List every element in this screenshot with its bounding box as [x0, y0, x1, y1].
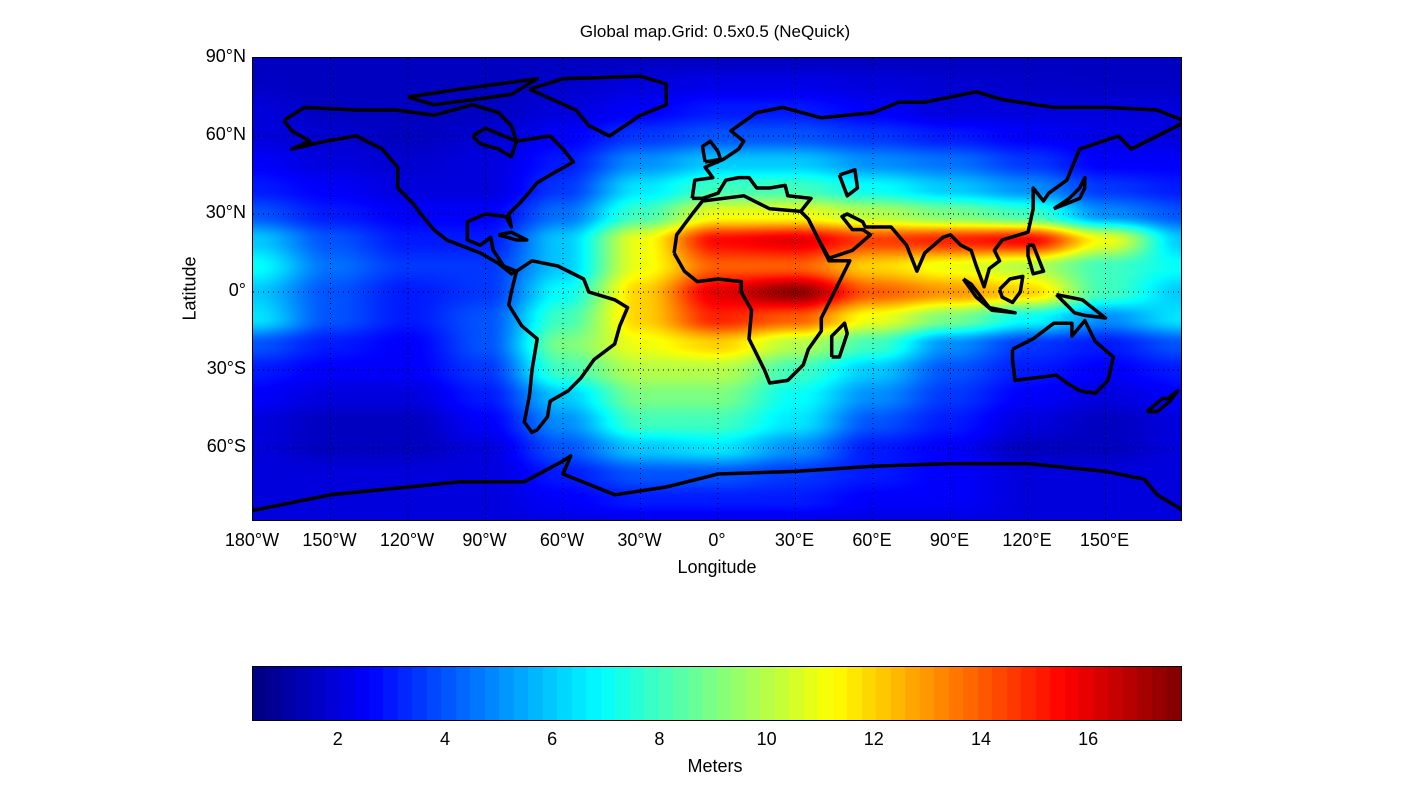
coastline-antarctica: [253, 454, 1181, 513]
colorbar-tick-label: 10: [756, 729, 777, 749]
y-tick-label: 60°N: [205, 124, 246, 144]
colorbar-tick-label: 14: [970, 729, 991, 749]
x-tick-label: 120°E: [1002, 530, 1052, 550]
x-tick-label: 60°W: [539, 530, 585, 550]
coastline-cuba: [497, 230, 529, 242]
x-tick-label: 90°E: [929, 530, 970, 550]
y-axis-label: Latitude: [179, 256, 200, 321]
y-tick-label: 90°N: [205, 46, 246, 66]
x-tick-label: 180°W: [224, 530, 280, 550]
colorbar-tick-label: 4: [439, 729, 450, 749]
x-tick-label: 30°E: [774, 530, 815, 550]
colorbar-tick-label: 2: [332, 729, 343, 749]
coastline-south-america: [507, 259, 630, 435]
colorbar-label: Meters: [687, 756, 743, 776]
colorbar-tick-label: 6: [547, 729, 558, 749]
coastline-uk: [700, 139, 723, 164]
colorbar-tick-label: 16: [1078, 729, 1099, 749]
x-axis-label: Longitude: [677, 557, 757, 577]
coastline-philippines: [1026, 243, 1046, 276]
coastline-sumatra-java: [961, 277, 1017, 315]
colorbar-tick-label: 12: [863, 729, 884, 749]
colorbar-gradient: [253, 667, 1181, 720]
x-tick-label: 120°W: [379, 530, 435, 550]
x-tick-label: 60°E: [852, 530, 892, 550]
x-tick-label: 150°E: [1079, 530, 1130, 550]
coastline-caspian: [837, 168, 860, 198]
coastline-new-zealand: [1145, 389, 1180, 414]
coastline-new-guinea: [1055, 292, 1108, 320]
coastline-borneo: [997, 274, 1025, 305]
y-tick-label: 60°S: [206, 436, 246, 456]
coastline-madagascar: [829, 321, 849, 359]
y-tick-label: 30°N: [205, 202, 246, 222]
chart-title: Global map.Grid: 0.5x0.5 (NeQuick): [579, 22, 851, 41]
coastline-greenland: [528, 74, 669, 138]
coastline-arctic-islands: [407, 77, 539, 107]
coastline-hudson-bay: [471, 126, 519, 159]
x-tick-label: 150°W: [302, 530, 357, 550]
y-tick-label: 30°S: [206, 358, 246, 378]
x-tick-label: 30°W: [617, 530, 662, 550]
y-tick-label: 0°: [228, 280, 246, 300]
x-tick-label: 0°: [708, 530, 726, 550]
map-plot-area: [252, 57, 1182, 521]
map-overlay: [253, 58, 1181, 520]
coastline-north-america: [282, 103, 576, 276]
colorbar-tick-label: 8: [654, 729, 665, 749]
coastline-japan: [1052, 175, 1087, 211]
coastline-eurasia: [690, 90, 1181, 289]
coastline-africa: [672, 194, 852, 385]
coastline-australia: [1010, 318, 1116, 396]
x-tick-label: 90°W: [462, 530, 507, 550]
colorbar: [252, 666, 1182, 721]
